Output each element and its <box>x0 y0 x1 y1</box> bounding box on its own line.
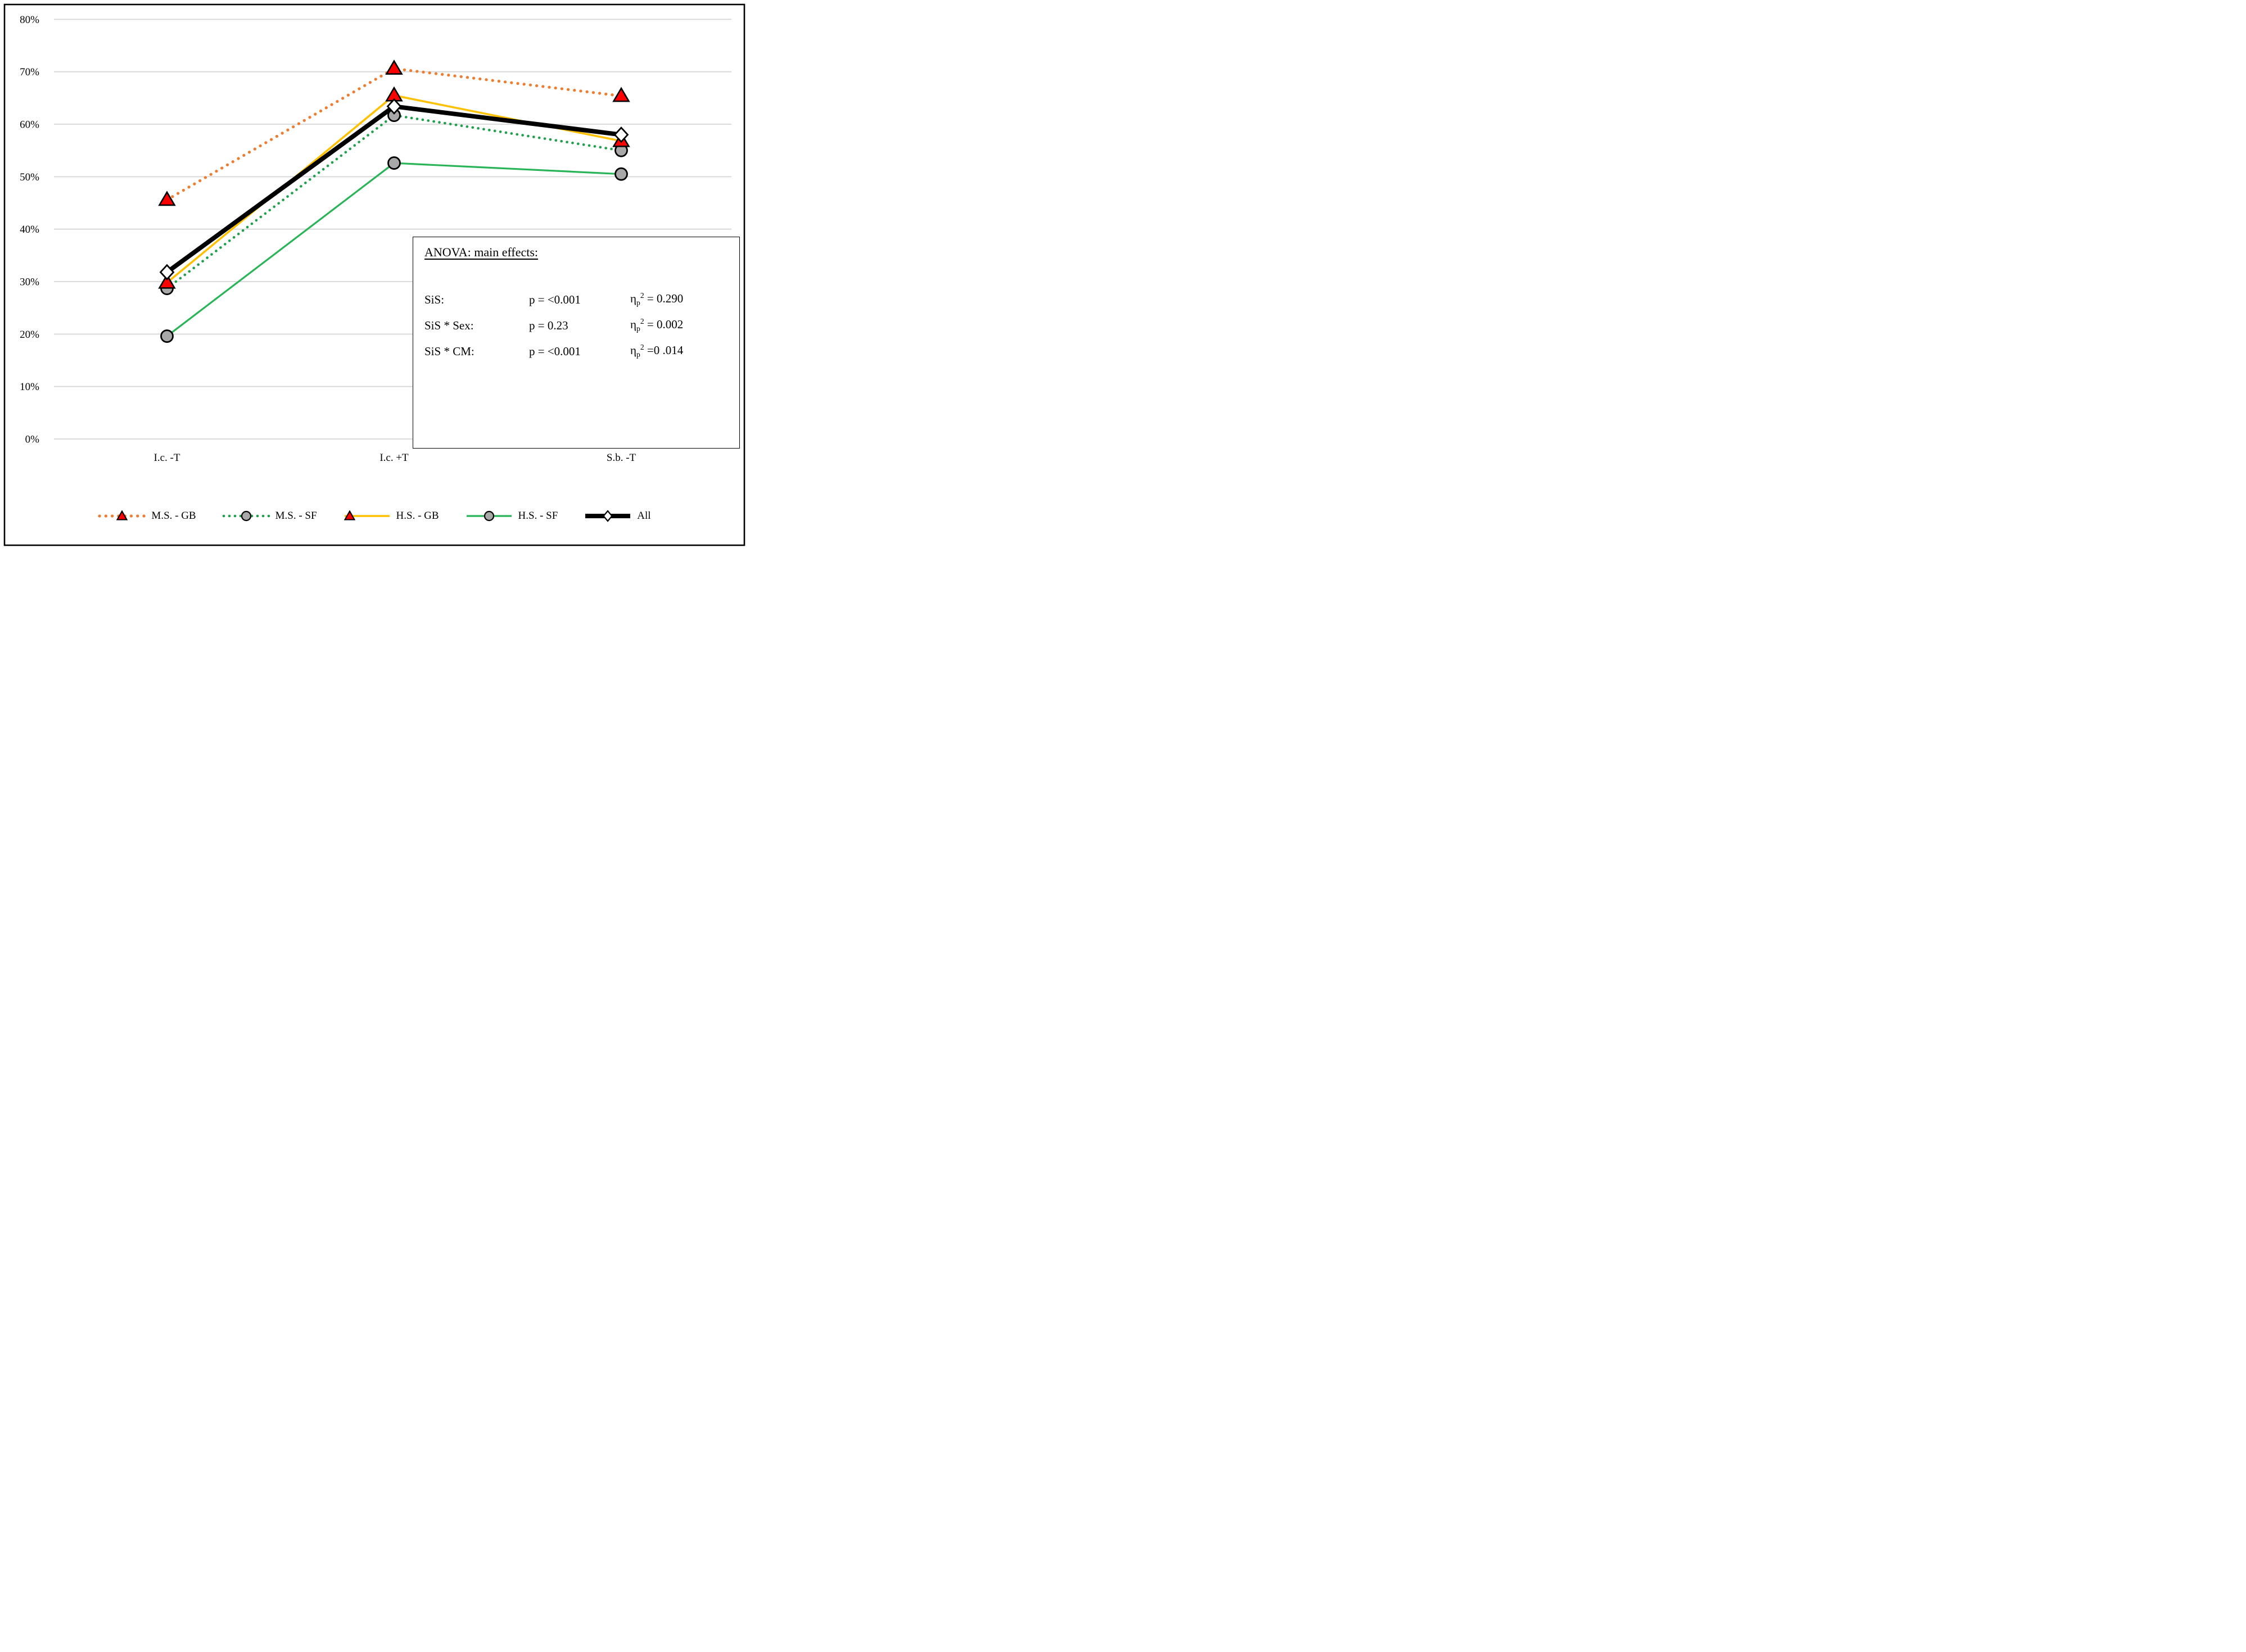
anova-table: SiS: p = <0.001 ηp2 = 0.290 SiS * Sex: p… <box>424 287 735 364</box>
legend-item-m-s-gb: M.S. - GB <box>98 509 196 523</box>
marker-diamond <box>603 510 613 522</box>
marker-triangle <box>116 510 128 521</box>
y-axis-tick-label: 80% <box>20 14 39 26</box>
marker-circle <box>614 167 628 181</box>
y-axis-tick-label: 50% <box>20 171 39 183</box>
legend-label: M.S. - SF <box>275 510 317 522</box>
legend-item-h-s-sf: H.S. - SF <box>465 509 558 523</box>
chart-legend: M.S. - GB M.S. - SF H.S. - GB H.S. - SF All <box>0 509 749 523</box>
legend-label: M.S. - GB <box>151 510 196 522</box>
legend-label: H.S. - GB <box>396 510 439 522</box>
legend-item-h-s-gb: H.S. - GB <box>343 509 439 523</box>
series-line-m-s-gb <box>165 67 623 202</box>
marker-triangle <box>385 60 403 75</box>
anova-row-eta: ηp2 =0 .014 <box>630 343 684 359</box>
anova-row-label: SiS: <box>424 292 445 306</box>
anova-row-eta: ηp2 = 0.002 <box>630 317 684 333</box>
legend-line-sample <box>98 510 147 521</box>
legend-item-all: All <box>584 509 651 523</box>
y-axis-tick-label: 30% <box>20 277 39 288</box>
anova-row-pvalue: p = <0.001 <box>529 344 581 358</box>
anova-row-eta: ηp2 = 0.290 <box>630 291 684 307</box>
anova-row-pvalue: p = <0.001 <box>529 292 581 306</box>
anova-row-label: SiS * CM: <box>424 344 474 358</box>
legend-line-sample <box>585 510 631 522</box>
legend-line-sample <box>466 510 512 522</box>
anova-row-pvalue: p = 0.23 <box>529 318 568 332</box>
marker-diamond <box>386 98 402 115</box>
y-axis-tick-label: 0% <box>25 434 40 446</box>
anova-annotation-box: ANOVA: main effects: SiS: p = <0.001 ηp2… <box>413 237 740 449</box>
x-axis-category-label: I.c. -T <box>154 452 180 464</box>
x-axis-category-label: S.b. -T <box>607 452 636 464</box>
y-axis-tick-label: 10% <box>20 381 39 393</box>
marker-circle <box>483 510 494 522</box>
marker-triangle <box>158 273 176 289</box>
marker-triangle <box>612 87 630 102</box>
legend-line-sample <box>344 510 390 521</box>
marker-triangle <box>344 510 355 521</box>
marker-circle <box>241 510 251 522</box>
marker-circle <box>160 329 174 343</box>
line-chart-canvas: 0% 10% 20% 30% 40% 50% 60% 70% 80% I.c. -T I.c. +T… <box>3 3 745 546</box>
figure-border <box>3 3 745 546</box>
y-axis-tick-label: 70% <box>20 66 39 78</box>
anova-row-label: SiS * Sex: <box>424 318 474 332</box>
y-axis-tick-label: 60% <box>20 119 39 131</box>
anova-title: ANOVA: main effects: <box>424 245 539 259</box>
chart-figure: 0% 10% 20% 30% 40% 50% 60% 70% 80% I.c. -T I.c. +T… <box>0 0 749 551</box>
legend-item-m-s-sf: M.S. - SF <box>222 509 317 523</box>
y-axis-tick-label: 40% <box>20 224 39 236</box>
marker-diamond <box>613 126 629 143</box>
marker-circle <box>387 156 401 170</box>
x-axis-category-label: I.c. +T <box>379 452 409 464</box>
legend-label: All <box>637 510 651 522</box>
legend-label: H.S. - SF <box>518 510 558 522</box>
marker-triangle <box>158 191 176 206</box>
legend-line-sample <box>222 510 270 522</box>
y-axis-tick-label: 20% <box>20 329 39 341</box>
marker-diamond <box>159 264 175 280</box>
